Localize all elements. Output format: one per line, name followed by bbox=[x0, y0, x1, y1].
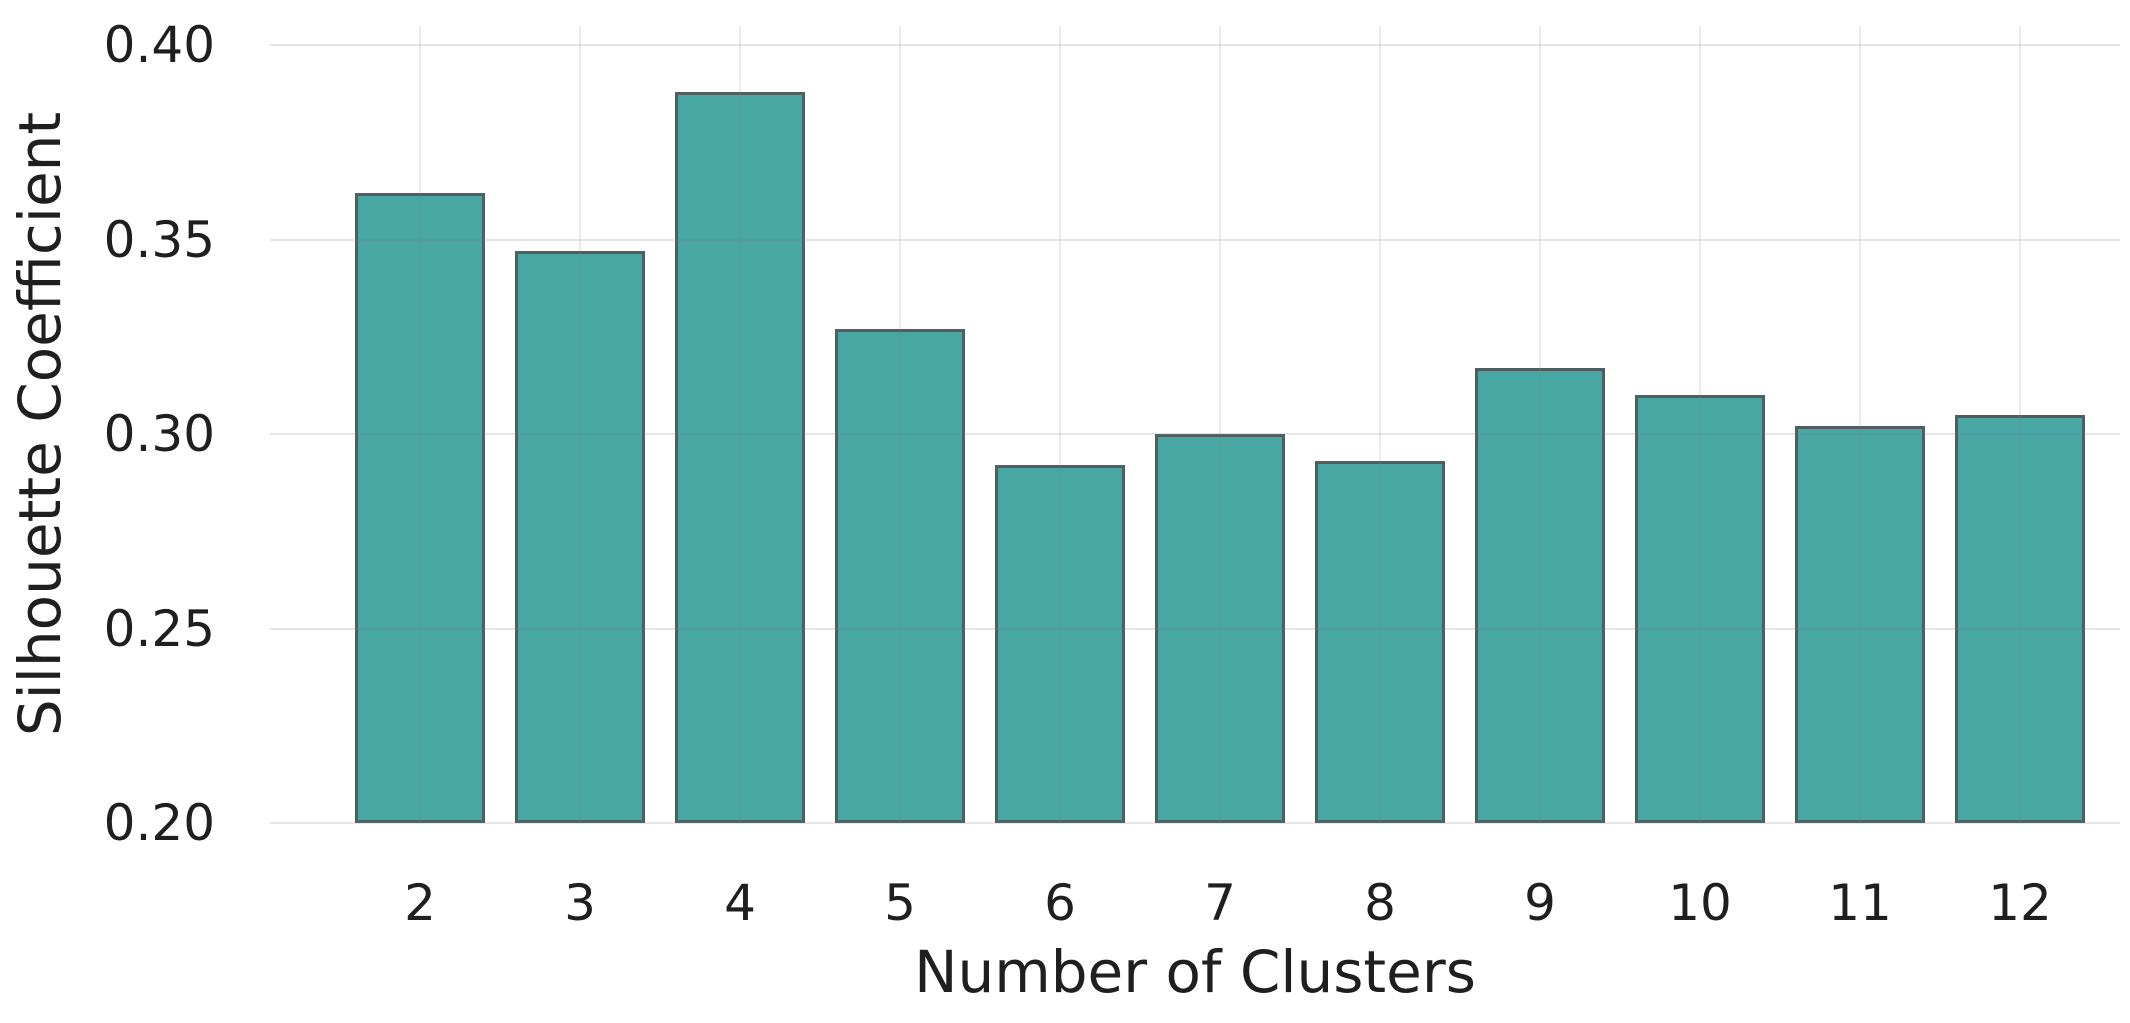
v-gridline-11 bbox=[1859, 26, 1861, 823]
bar-clusters-6 bbox=[995, 465, 1125, 823]
x-tick-label-4: 4 bbox=[724, 874, 756, 932]
v-gridline-8 bbox=[1379, 26, 1381, 823]
x-axis-tick-labels: 2 3 4 5 6 7 8 9 10 11 12 bbox=[270, 872, 2120, 934]
v-gridline-12 bbox=[2019, 26, 2021, 823]
y-axis-tick-labels: 0.40 0.35 0.30 0.25 0.20 bbox=[0, 16, 215, 852]
y-tick-label-0.40: 0.40 bbox=[103, 16, 215, 75]
bar-clusters-8 bbox=[1315, 461, 1445, 823]
plot-area bbox=[270, 26, 2120, 824]
bar-clusters-12 bbox=[1955, 414, 2085, 823]
x-tick-label-7: 7 bbox=[1204, 874, 1236, 932]
bar-clusters-4 bbox=[675, 92, 805, 823]
x-tick-label-3: 3 bbox=[564, 874, 596, 932]
y-tick-label-0.20: 0.20 bbox=[103, 794, 215, 852]
x-axis-label: Number of Clusters bbox=[914, 938, 1476, 1006]
v-gridline-2 bbox=[419, 26, 421, 823]
bar-clusters-5 bbox=[835, 329, 965, 823]
h-gridline-0.35 bbox=[270, 238, 2120, 241]
y-tick-label-0.30: 0.30 bbox=[103, 405, 215, 464]
v-gridline-10 bbox=[1699, 26, 1701, 823]
v-gridline-9 bbox=[1539, 26, 1541, 823]
v-gridline-6 bbox=[1059, 26, 1061, 823]
bar-clusters-2 bbox=[355, 193, 485, 823]
x-tick-label-10: 10 bbox=[1668, 874, 1732, 932]
bar-clusters-7 bbox=[1155, 434, 1285, 823]
v-gridline-5 bbox=[899, 26, 901, 823]
h-gridline-0.30 bbox=[270, 433, 2120, 436]
bar-clusters-9 bbox=[1475, 368, 1605, 823]
y-tick-label-0.35: 0.35 bbox=[103, 210, 215, 269]
h-gridline-0.25 bbox=[270, 627, 2120, 630]
x-tick-label-11: 11 bbox=[1828, 874, 1892, 932]
bar-clusters-11 bbox=[1795, 426, 1925, 823]
h-gridline-0.20 bbox=[270, 822, 2120, 824]
h-gridline-0.40 bbox=[270, 44, 2120, 47]
bar-clusters-3 bbox=[515, 251, 645, 823]
v-gridline-4 bbox=[739, 26, 741, 823]
x-tick-label-5: 5 bbox=[884, 874, 916, 932]
x-tick-label-8: 8 bbox=[1364, 874, 1396, 932]
bar-clusters-10 bbox=[1635, 395, 1765, 823]
x-tick-label-12: 12 bbox=[1988, 874, 2052, 932]
x-tick-label-2: 2 bbox=[404, 874, 436, 932]
v-gridline-7 bbox=[1219, 26, 1221, 823]
x-tick-label-9: 9 bbox=[1524, 874, 1556, 932]
y-tick-label-0.25: 0.25 bbox=[103, 599, 215, 658]
x-tick-label-6: 6 bbox=[1044, 874, 1076, 932]
v-gridline-3 bbox=[579, 26, 581, 823]
